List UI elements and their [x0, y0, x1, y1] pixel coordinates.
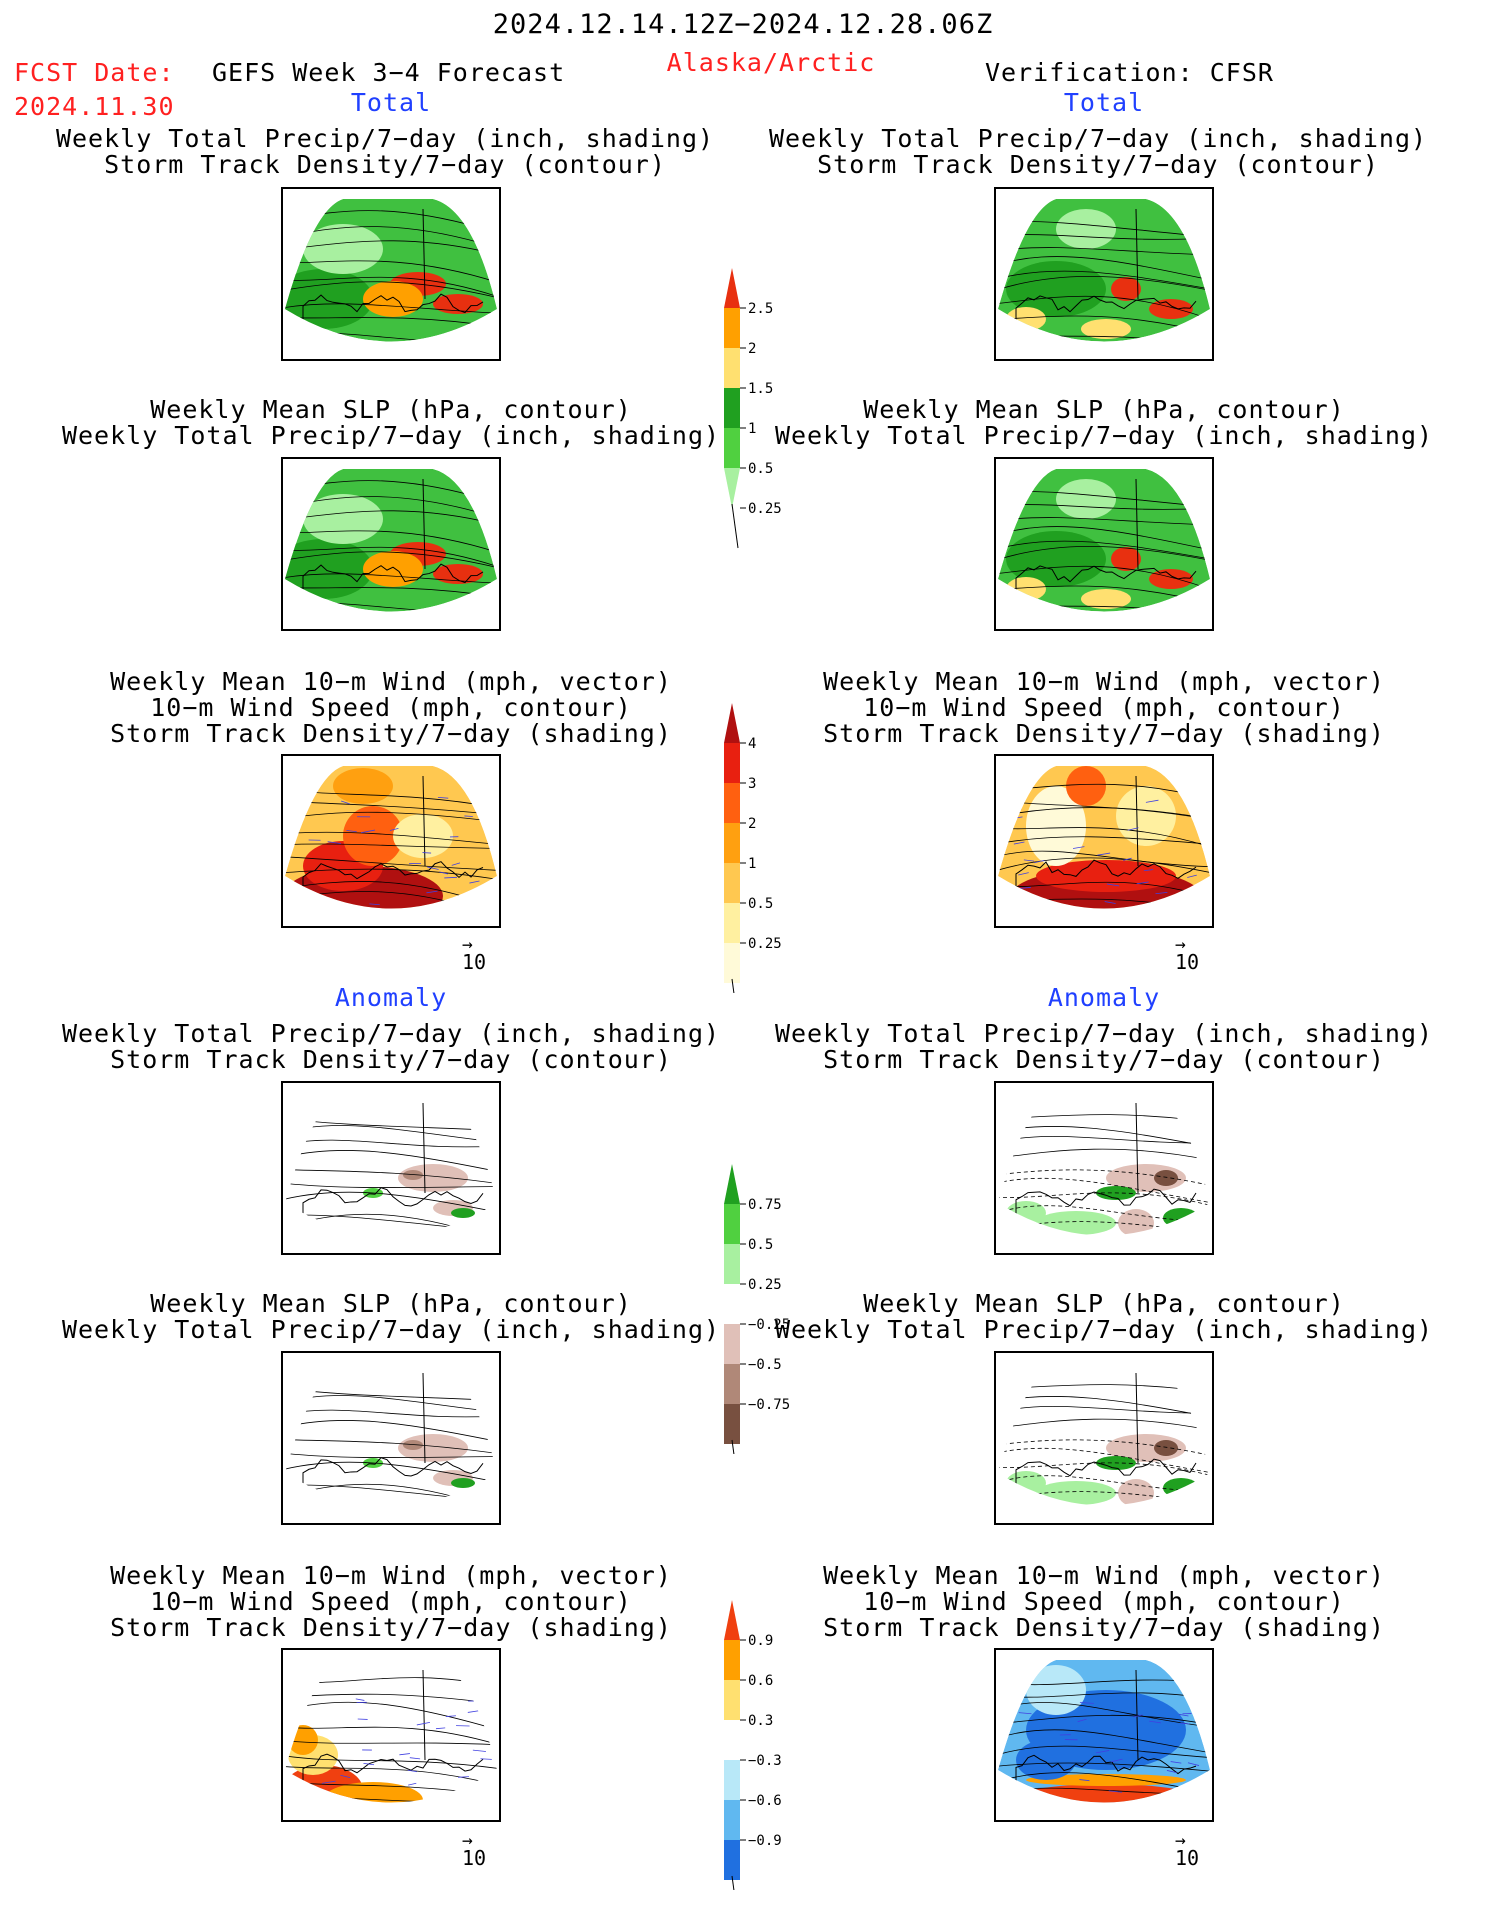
- colorbar-segment: [724, 1284, 740, 1324]
- colorbar-label: 2: [748, 816, 756, 832]
- title-r5-left: Weekly Mean SLP (hPa, contour) Weekly Tot…: [61, 1289, 721, 1344]
- colorbar-label: −0.75: [748, 1397, 790, 1413]
- colorbar-segment: [724, 1720, 740, 1760]
- title-r4-right: Weekly Total Precip/7−day (inch, shading…: [774, 1019, 1434, 1074]
- colorbar-segment: [724, 1880, 740, 1920]
- colorbar-label: 0.5: [748, 1237, 773, 1253]
- title-r6-right: Weekly Mean 10−m Wind (mph, vector) 10−m …: [823, 1561, 1385, 1642]
- fcst-date-value: 2024.11.30: [14, 92, 175, 121]
- colorbar-label: 0.5: [748, 461, 773, 477]
- map-wind-track-total-verification: [994, 754, 1214, 928]
- section-anomaly-left: Anomaly: [334, 983, 448, 1012]
- colorbar-label: 1.5: [748, 381, 773, 397]
- colorbar-segment: [724, 1324, 740, 1364]
- verification-title: Verification: CFSR: [985, 58, 1274, 87]
- colorbar-segment: [724, 703, 740, 743]
- colorbar-precip-total: 2.5 2 1.5 1 0.5 0.25: [720, 268, 800, 558]
- colorbar-label: 3: [748, 776, 756, 792]
- colorbar-segment: [724, 388, 740, 428]
- map-wind-track-total-forecast: [281, 754, 501, 928]
- section-total-right: Total: [1063, 88, 1145, 117]
- colorbar-label: −0.25: [748, 1317, 790, 1333]
- title-r3-left: Weekly Mean 10−m Wind (mph, vector) 10−m …: [110, 667, 672, 748]
- title-r2-right: Weekly Mean SLP (hPa, contour) Weekly Tot…: [774, 395, 1434, 450]
- colorbar-label: −0.9: [748, 1833, 782, 1849]
- title-r3-right: Weekly Mean 10−m Wind (mph, vector) 10−m …: [823, 667, 1385, 748]
- fcst-date-label: FCST Date:: [14, 58, 175, 87]
- colorbar-segment: [724, 903, 740, 943]
- colorbar-segment: [724, 743, 740, 783]
- colorbar-label: −0.3: [748, 1753, 782, 1769]
- colorbar-tail: [731, 503, 739, 549]
- colorbar-label: 0.25: [748, 1277, 782, 1293]
- colorbar-segment: [724, 1244, 740, 1284]
- title-r2-left: Weekly Mean SLP (hPa, contour) Weekly Tot…: [61, 395, 721, 450]
- title-r1-left: Weekly Total Precip/7−day (inch, shading…: [55, 124, 715, 179]
- colorbar-segment: [724, 1840, 740, 1880]
- vector-ref-r3-left: → 10: [462, 934, 487, 974]
- section-total-left: Total: [350, 88, 432, 117]
- colorbar-segment: [724, 983, 740, 1023]
- colorbar-segment: [724, 268, 740, 308]
- colorbar-segment: [724, 1204, 740, 1244]
- map-wind-track-anom-verification: [994, 1648, 1214, 1822]
- colorbar-label: 0.25: [748, 936, 782, 952]
- map-slp-precip-total-verification: [994, 457, 1214, 631]
- colorbar-label: 4: [748, 736, 756, 752]
- colorbar-track-total: 4 3 2 1 0.5 0.25: [720, 703, 800, 1024]
- colorbar-label: 2.5: [748, 301, 773, 317]
- colorbar-segment: [724, 428, 740, 468]
- colorbar-segment: [724, 783, 740, 823]
- colorbar-label: 0.3: [748, 1713, 773, 1729]
- map-slp-precip-anom-forecast: [281, 1351, 501, 1525]
- colorbar-precip-anom: 0.75 0.5 0.25 −0.25 −0.5 −0.75: [720, 1164, 800, 1485]
- title-r6-left: Weekly Mean 10−m Wind (mph, vector) 10−m …: [110, 1561, 672, 1642]
- map-precip-track-total-forecast: [281, 187, 501, 361]
- colorbar-segment: [724, 1444, 740, 1484]
- map-slp-precip-anom-verification: [994, 1351, 1214, 1525]
- colorbar-label: −0.5: [748, 1357, 782, 1373]
- colorbar-label: 1: [748, 421, 756, 437]
- model-title: GEFS Week 3−4 Forecast: [212, 58, 566, 87]
- colorbar-segment: [724, 1164, 740, 1204]
- colorbar-segment: [724, 1760, 740, 1800]
- map-precip-track-anom-verification: [994, 1081, 1214, 1255]
- colorbar-label: 0.5: [748, 896, 773, 912]
- colorbar-track-anom: 0.9 0.6 0.3 −0.3 −0.6 −0.9: [720, 1600, 800, 1921]
- vector-ref-r6-right: → 10: [1175, 1830, 1200, 1870]
- colorbar-segment: [724, 1404, 740, 1444]
- colorbar-segment: [724, 943, 740, 983]
- colorbar-segment: [724, 468, 740, 508]
- colorbar-segment: [724, 823, 740, 863]
- title-r1-right: Weekly Total Precip/7−day (inch, shading…: [768, 124, 1428, 179]
- colorbar-segment: [724, 348, 740, 388]
- colorbar-segment: [724, 1364, 740, 1404]
- vector-ref-r6-left: → 10: [462, 1830, 487, 1870]
- map-precip-track-total-verification: [994, 187, 1214, 361]
- colorbar-label: −0.6: [748, 1793, 782, 1809]
- vector-ref-r3-right: → 10: [1175, 934, 1200, 974]
- map-slp-precip-total-forecast: [281, 457, 501, 631]
- colorbar-segment: [724, 308, 740, 348]
- colorbar-segment: [724, 1680, 740, 1720]
- map-wind-track-anom-forecast: [281, 1648, 501, 1822]
- map-precip-track-anom-forecast: [281, 1081, 501, 1255]
- colorbar-label: 0.25: [748, 501, 782, 517]
- colorbar-label: 0.75: [748, 1197, 782, 1213]
- title-r4-left: Weekly Total Precip/7−day (inch, shading…: [61, 1019, 721, 1074]
- colorbar-segment: [724, 1640, 740, 1680]
- colorbar-segment: [724, 1800, 740, 1840]
- title-r5-right: Weekly Mean SLP (hPa, contour) Weekly Tot…: [774, 1289, 1434, 1344]
- colorbar-segment: [724, 1600, 740, 1640]
- colorbar-label: 2: [748, 341, 756, 357]
- period-title: 2024.12.14.12Z−2024.12.28.06Z: [492, 9, 994, 40]
- region-title: Alaska/Arctic: [666, 48, 876, 77]
- section-anomaly-right: Anomaly: [1047, 983, 1161, 1012]
- colorbar-label: 0.9: [748, 1633, 773, 1649]
- colorbar-label: 0.6: [748, 1673, 773, 1689]
- colorbar-label: 1: [748, 856, 756, 872]
- colorbar-segment: [724, 863, 740, 903]
